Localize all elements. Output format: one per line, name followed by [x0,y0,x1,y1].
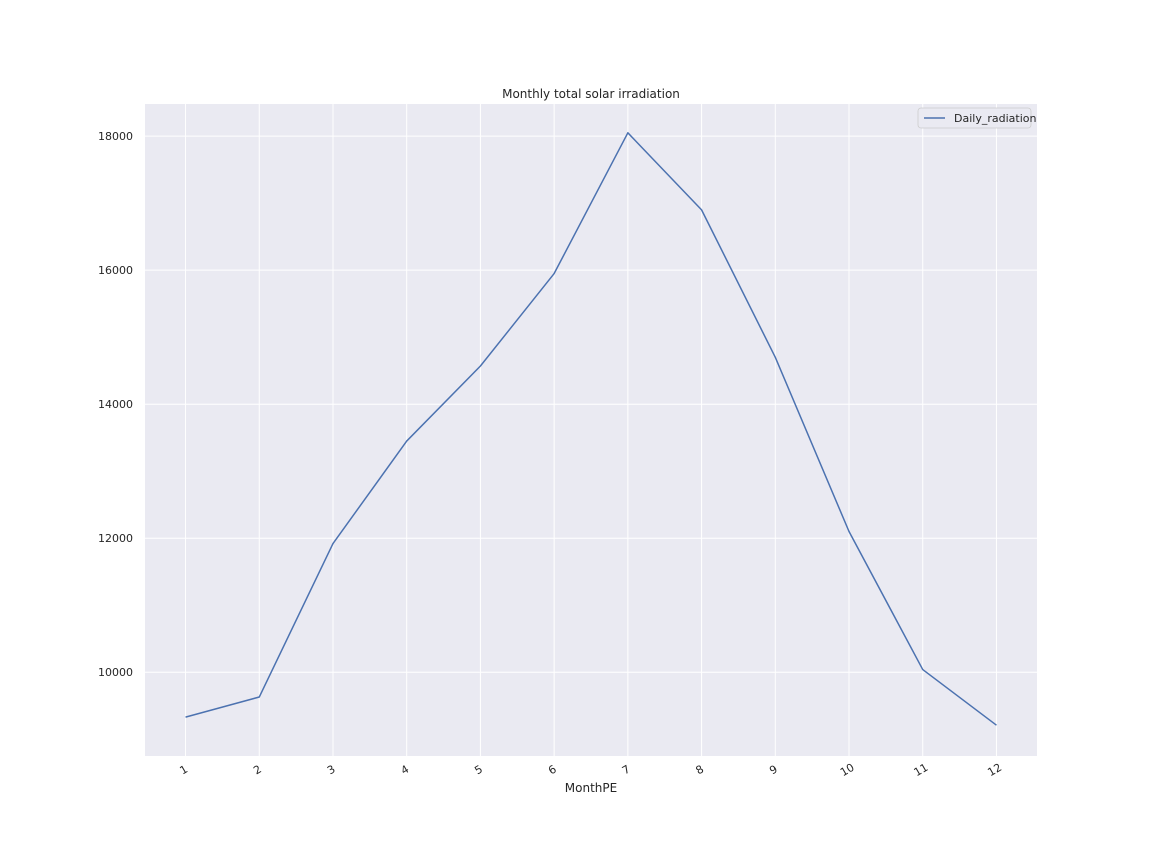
x-tick-label-2: 2 [251,763,264,778]
legend-box [917,107,1032,129]
chart-title: Monthly total solar irradiation [502,87,680,101]
series-layer [185,132,997,726]
x-tick-label-8: 8 [694,763,707,778]
y-tick-labels: 10000 12000 14000 16000 18000 [98,130,133,679]
y-tick-label-18000: 18000 [98,130,133,143]
legend-label-daily-radiation: Daily_radiation [954,112,1036,125]
x-tick-label-1: 1 [178,763,191,778]
plot-area [145,104,1037,756]
y-tick-label-14000: 14000 [98,398,133,411]
y-tick-label-10000: 10000 [98,666,133,679]
legend: Daily_radiation [917,107,1036,129]
series-line-daily-radiation [185,132,997,726]
x-tick-label-11: 11 [912,761,931,779]
x-tick-label-6: 6 [546,763,559,778]
x-axis-label: MonthPE [565,781,617,795]
x-tick-label-4: 4 [399,763,412,778]
x-tick-label-9: 9 [767,763,780,778]
x-tick-label-5: 5 [472,763,485,778]
x-tick-label-3: 3 [325,763,338,778]
x-tick-label-7: 7 [620,763,633,778]
x-tick-label-12: 12 [985,761,1004,779]
grid-lines [145,104,1037,756]
y-tick-label-16000: 16000 [98,264,133,277]
x-tick-labels: 1 2 3 4 5 6 7 8 9 10 11 12 [178,761,1005,779]
x-tick-label-10: 10 [838,761,857,779]
y-tick-label-12000: 12000 [98,532,133,545]
